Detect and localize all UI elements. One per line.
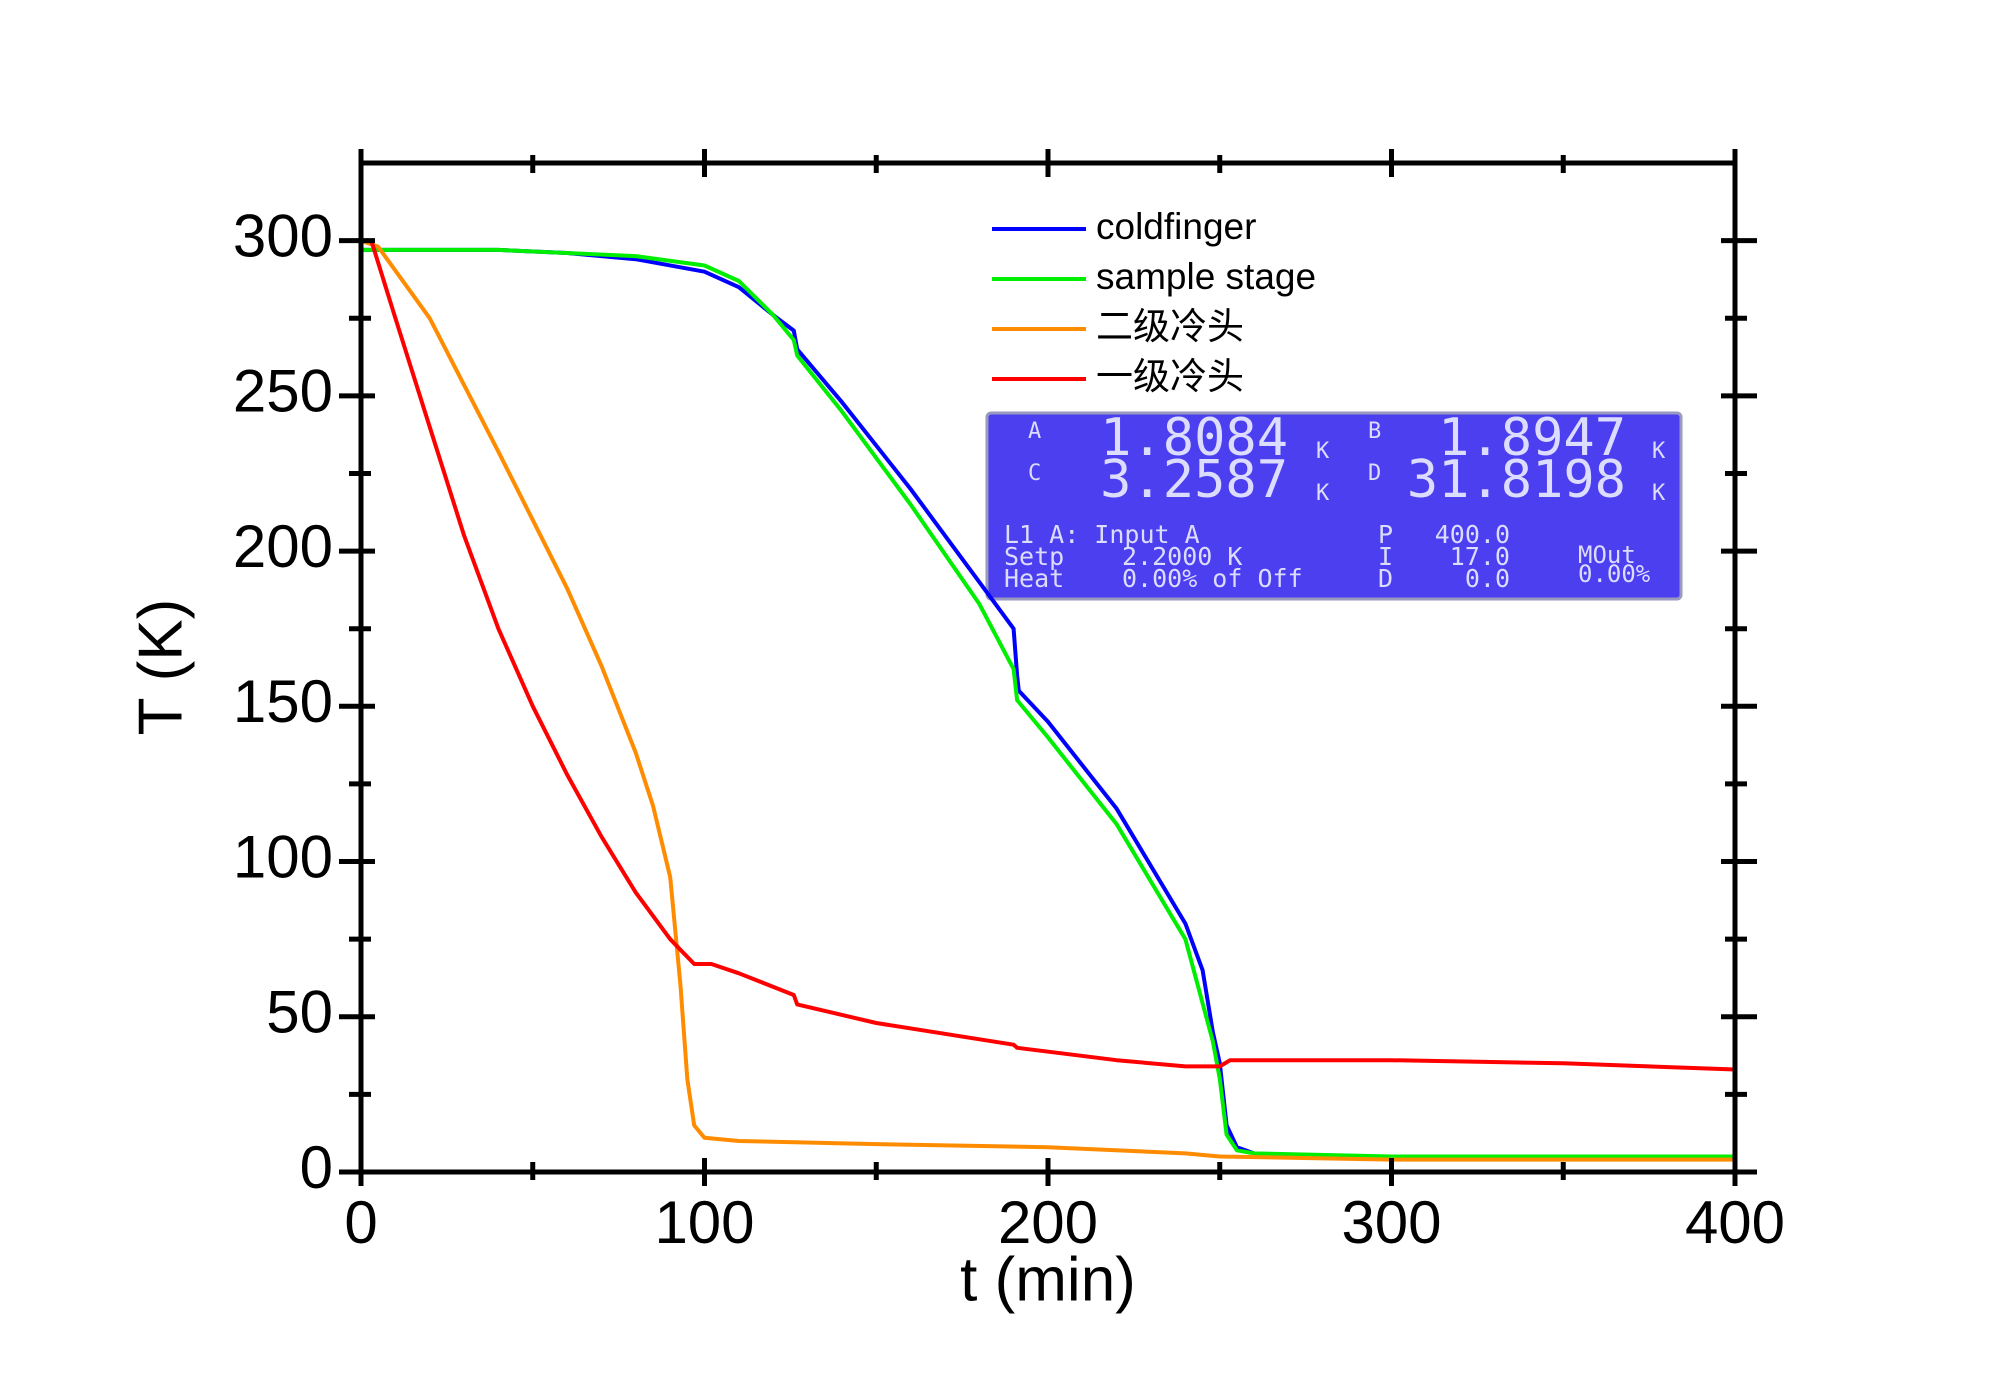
y-tick-label: 100 [233,823,333,890]
legend-label: coldfinger [1096,206,1256,247]
plot-frame [358,160,1738,1175]
readout-text: 1.8947 [1438,408,1626,468]
y-tick-label: 0 [300,1134,333,1201]
readout-text: B [1368,419,1381,444]
x-tick-label: 0 [344,1189,377,1256]
readout-text: D [1378,564,1393,593]
readout-text: 31.8198 [1407,450,1626,510]
readout-text: 17.0 [1450,542,1510,571]
readout-text: K [1316,481,1330,506]
readout-text: 1.8084 [1100,408,1288,468]
readout-text: 2.2000 K [1122,542,1242,571]
y-tick-label: 50 [266,979,333,1046]
series-line [361,247,1735,1159]
readout-text: A [1028,419,1041,444]
readout-text: D [1368,461,1381,486]
readout-text: Heat [1004,564,1064,593]
readout-text: K [1652,439,1666,464]
y-axis-title: T (K) [126,599,195,736]
y-tick-label: 150 [233,668,333,735]
readout-text: K [1652,481,1666,506]
readout-panel [985,411,1683,601]
x-tick-label: 200 [998,1189,1098,1256]
readout-text: 0.00% of Off [1122,564,1303,593]
legend-label: 二级冷头 [1096,306,1244,347]
readout-text: 0.00% [1578,560,1651,588]
readout-text: MOut [1578,541,1636,569]
readout-text: C [1028,461,1041,486]
series-line [360,238,1735,1162]
readout-text: 0.0 [1465,564,1510,593]
x-tick-label: 100 [654,1189,754,1256]
readout-text: Setp [1004,542,1064,571]
y-tick-label: 200 [233,513,333,580]
x-tick-label: 400 [1685,1189,1785,1256]
readout-text: 3.2587 [1100,450,1288,510]
x-tick-label: 300 [1341,1189,1441,1256]
series-line [361,238,1736,1072]
readout-text: L1 A: Input A [1004,520,1200,549]
legend-label: sample stage [1096,256,1316,297]
y-tick-label: 300 [233,202,333,269]
readout-text: I [1378,542,1393,571]
y-tick-label: 250 [233,358,333,425]
readout-text: K [1316,439,1330,464]
readout-text: P [1378,520,1393,549]
legend-label: 一级冷头 [1096,356,1244,397]
readout-text: 400.0 [1435,520,1510,549]
series-line [361,247,1735,1159]
x-axis-title: t (min) [960,1245,1136,1314]
